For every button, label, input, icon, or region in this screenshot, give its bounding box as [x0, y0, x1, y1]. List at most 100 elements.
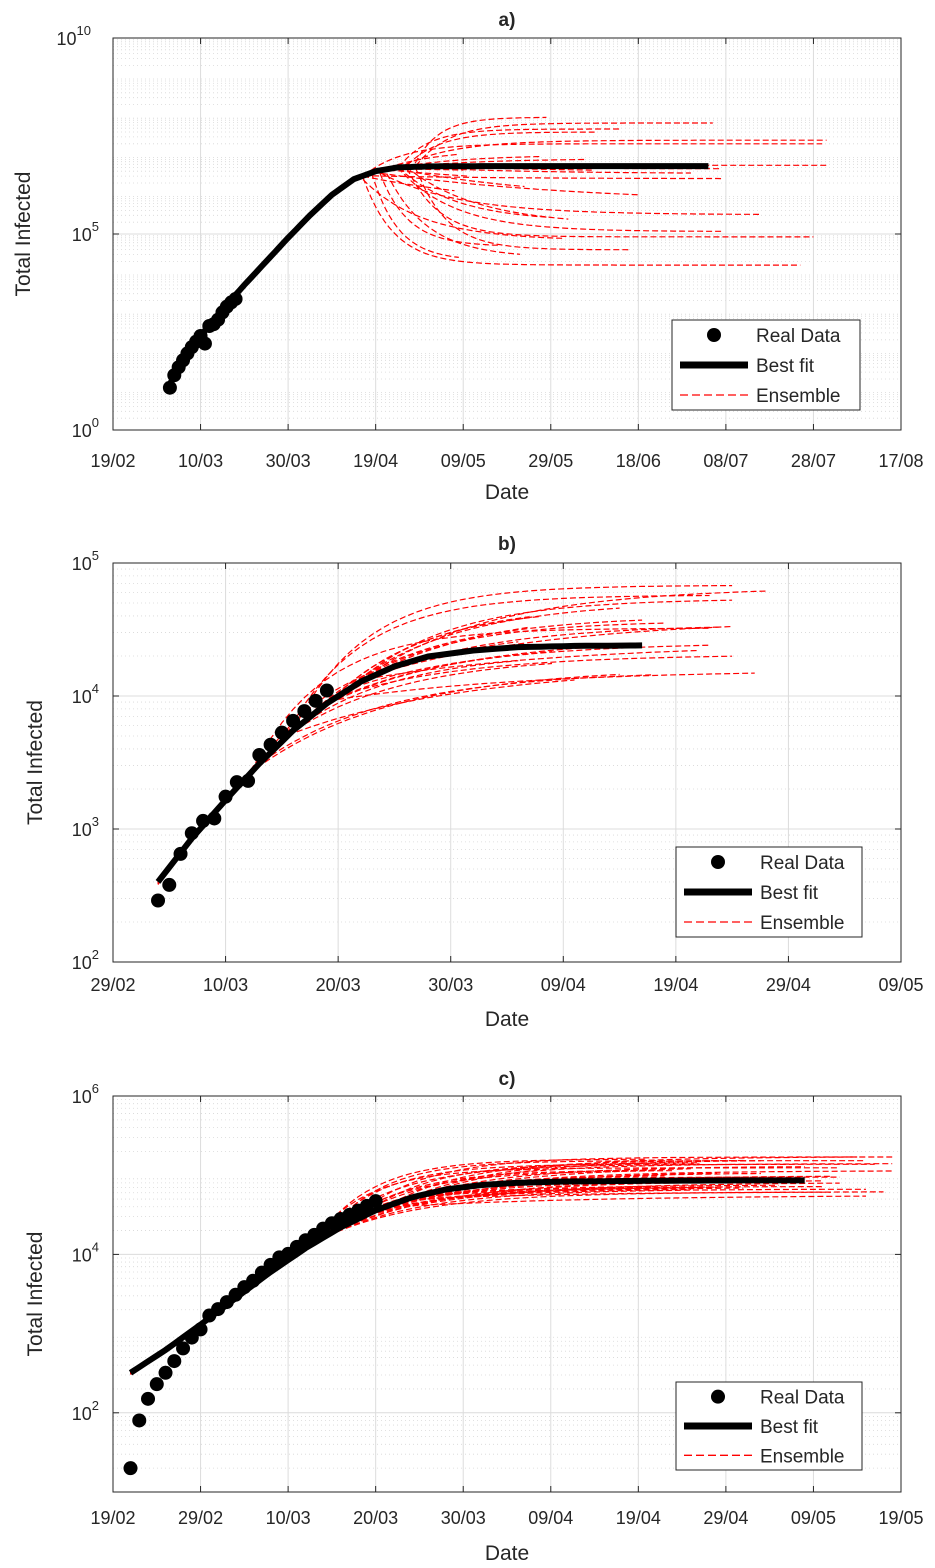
ensemble-curve	[157, 679, 575, 884]
real-data-point	[151, 893, 166, 908]
x-tick-label: 19/04	[616, 1508, 661, 1528]
ensemble-curve	[169, 166, 595, 385]
ensemble-curve	[169, 170, 499, 385]
y-axis-label: Total Infected	[12, 172, 35, 297]
y-tick-label: 105	[72, 219, 99, 245]
real-data-point	[167, 1354, 182, 1369]
ensemble-curve	[157, 644, 710, 881]
x-tick-label: 09/05	[441, 451, 486, 471]
real-data-point	[141, 1391, 156, 1406]
grid	[112, 1095, 902, 1492]
real-data-series	[162, 291, 243, 395]
real-data-point	[286, 713, 301, 728]
x-axis-label: Date	[485, 481, 529, 504]
ensemble-curve	[169, 167, 525, 385]
ensemble-curve	[130, 1177, 656, 1375]
ensemble-curve	[169, 166, 722, 384]
ensemble-curve	[157, 599, 733, 884]
panel-0: 19/02 10/03 30/03 19/04 09/05 29/05 18/06 08/07…	[12, 10, 924, 504]
ensemble-curve	[130, 1186, 823, 1374]
real-data-point	[197, 336, 212, 351]
ensemble-curve	[169, 153, 459, 385]
ensemble-series	[130, 1156, 893, 1375]
x-tick-label: 18/06	[616, 451, 661, 471]
ensemble-curve	[169, 171, 639, 385]
x-tick-label: 28/07	[791, 451, 836, 471]
real-data-point	[123, 1461, 138, 1476]
legend-marker-real	[707, 328, 721, 342]
real-data-point	[263, 737, 278, 752]
ensemble-curve	[130, 1180, 726, 1375]
ensemble-curve	[130, 1187, 744, 1375]
real-data-point	[228, 291, 243, 306]
ensemble-curve	[169, 122, 713, 384]
real-data-point	[132, 1413, 147, 1428]
y-tick-label: 104	[72, 681, 99, 707]
legend: Real Data Best fit Ensemble	[675, 846, 863, 938]
y-axis-label: Total Infected	[24, 1232, 47, 1357]
real-data-point	[162, 380, 177, 395]
x-tick-label: 10/03	[178, 451, 223, 471]
y-tick-label: 102	[72, 1398, 99, 1424]
x-tick-label: 29/02	[90, 975, 135, 995]
real-data-point	[184, 1330, 199, 1345]
ensemble-curve	[169, 165, 569, 385]
ensemble-curve	[169, 166, 691, 385]
x-tick-label: 19/04	[353, 451, 398, 471]
x-tick-label: 10/03	[266, 1508, 311, 1528]
x-axis-label: Date	[485, 1542, 529, 1565]
real-data-point	[297, 704, 312, 719]
legend: Real Data Best fit Ensemble	[675, 1381, 863, 1471]
axes-box	[112, 562, 902, 963]
ensemble-curve	[130, 1180, 823, 1374]
ensemble-curve	[169, 155, 543, 385]
x-tick-label: 29/04	[766, 975, 811, 995]
ensemble-series	[157, 585, 766, 885]
axes-box	[112, 1095, 902, 1493]
legend-label: Best fit	[760, 1417, 819, 1438]
best-fit-line	[128, 1177, 805, 1376]
legend-label: Real Data	[760, 1388, 845, 1409]
x-tick-label: 19/02	[90, 1508, 135, 1528]
ensemble-curve	[130, 1184, 779, 1374]
x-tick-label: 09/05	[791, 1508, 836, 1528]
ensemble-curve	[157, 627, 710, 881]
ensemble-curve	[130, 1188, 691, 1374]
real-data-point	[162, 877, 177, 892]
ensemble-curve	[169, 175, 455, 385]
real-data-series	[151, 683, 334, 908]
ensemble-curve	[157, 619, 643, 883]
real-data-point	[149, 1377, 164, 1392]
real-data-point	[368, 1194, 383, 1209]
ensemble-curve	[157, 626, 721, 885]
real-data-point	[176, 1341, 191, 1356]
ensemble-curve	[130, 1163, 700, 1373]
legend-label: Real Data	[756, 326, 841, 347]
legend-marker-real	[711, 1389, 725, 1404]
ensemble-curve	[157, 615, 541, 885]
y-tick-label: 102	[72, 947, 99, 973]
ensemble-curve	[169, 175, 801, 384]
real-data-point	[319, 683, 334, 698]
real-data-point	[252, 748, 267, 763]
chart-title: c)	[499, 1069, 516, 1090]
ensemble-curve	[130, 1158, 648, 1373]
ensemble-curve	[130, 1167, 840, 1374]
chart-title: a)	[499, 10, 516, 31]
real-data-point	[218, 789, 233, 804]
ensemble-curve	[130, 1195, 867, 1373]
real-data-point	[158, 1365, 173, 1380]
real-data-point	[229, 775, 244, 790]
legend-label: Best fit	[756, 356, 815, 377]
ensemble-curve	[130, 1159, 744, 1373]
legend-label: Ensemble	[760, 1446, 845, 1467]
ensemble-curve	[130, 1188, 866, 1373]
y-tick-label: 105	[72, 548, 99, 574]
legend-marker-real	[711, 855, 725, 869]
real-data-point	[246, 1273, 261, 1288]
x-tick-label: 19/02	[90, 451, 135, 471]
ensemble-curve	[130, 1187, 700, 1373]
x-tick-label: 30/03	[428, 975, 473, 995]
y-tick-label: 1010	[57, 23, 92, 49]
legend-label: Best fit	[760, 883, 819, 904]
